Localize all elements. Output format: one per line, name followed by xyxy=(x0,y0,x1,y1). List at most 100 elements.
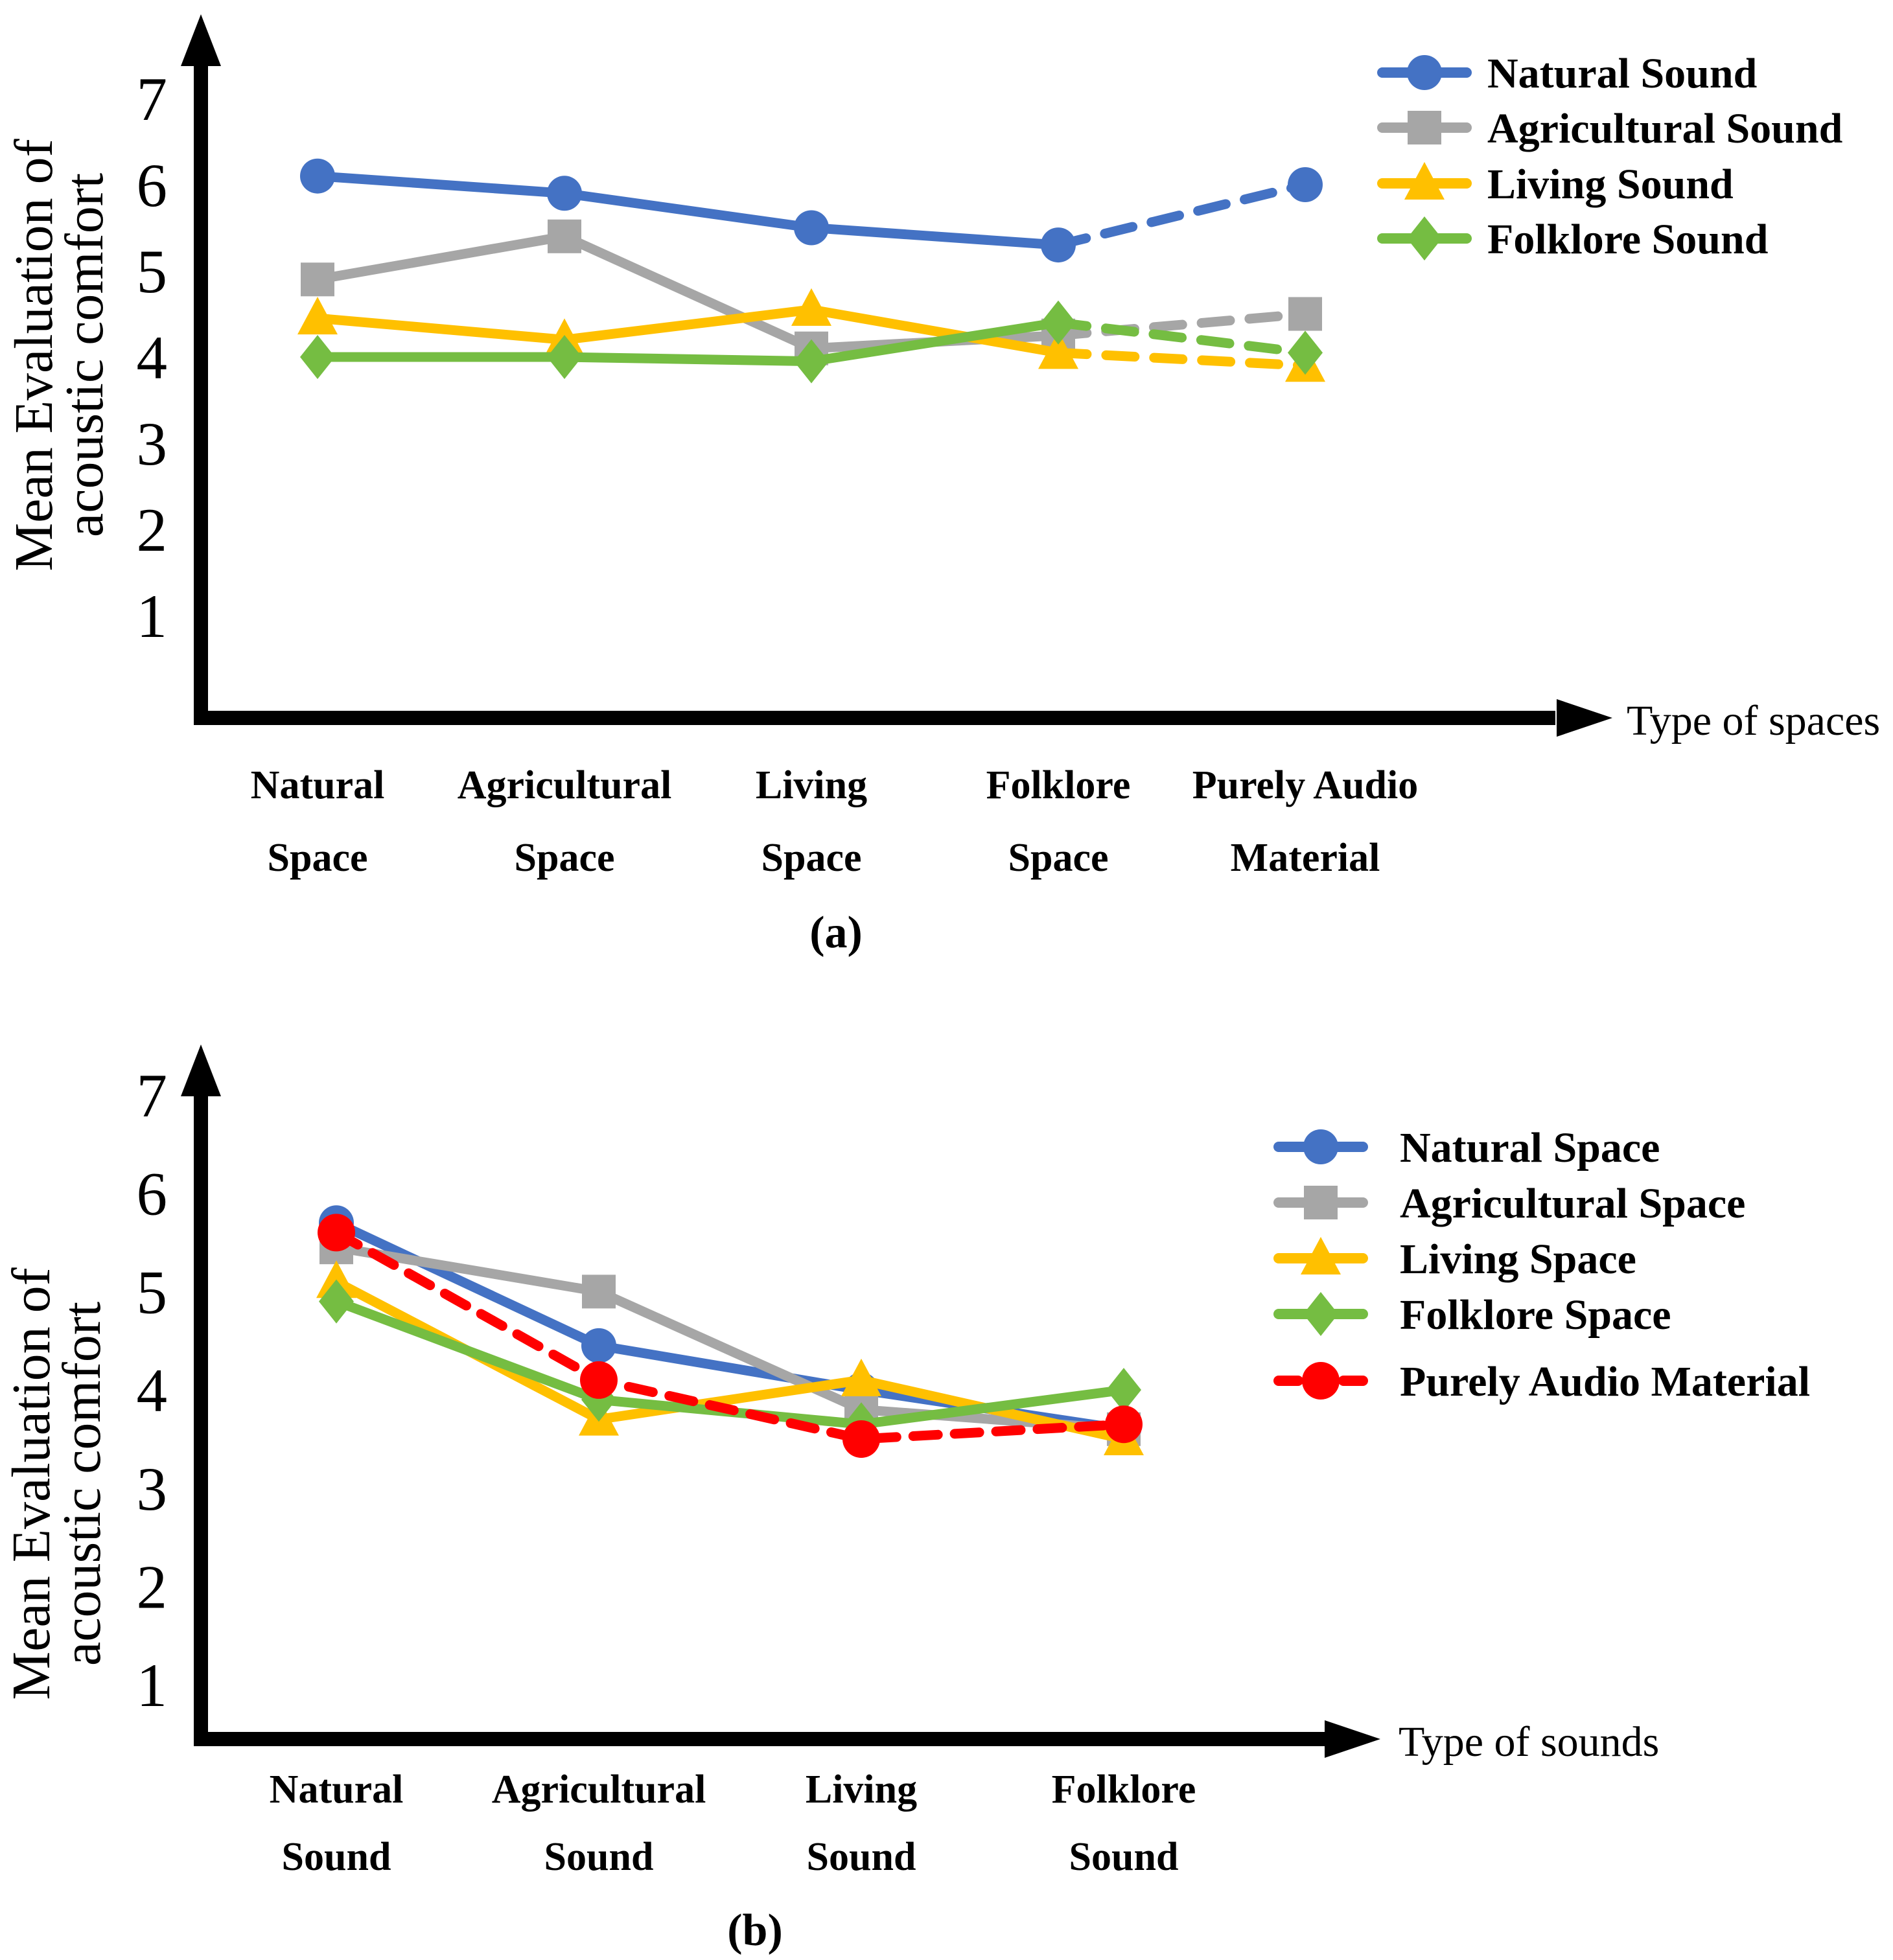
legend-label: Folklore Sound xyxy=(1487,216,1768,263)
natural-sound-marker xyxy=(1288,167,1323,202)
y-tick-labels: 1 2 3 4 5 6 7 xyxy=(137,65,168,651)
folklore-sound-marker xyxy=(794,339,829,384)
agricultural-sound-marker xyxy=(1288,297,1322,331)
x-axis-title: Type of sounds xyxy=(1399,1718,1659,1766)
legend-item-purely-audio-material: Purely Audio Material xyxy=(1273,1358,1810,1405)
x-category-label: Space xyxy=(761,836,862,880)
y-tick-label: 4 xyxy=(137,323,168,392)
living-sound-marker xyxy=(791,288,831,326)
y-axis-arrow xyxy=(181,1044,221,1096)
legend-label: Agricultural Space xyxy=(1400,1180,1745,1227)
legend-item-agricultural-space: Agricultural Space xyxy=(1273,1180,1745,1227)
legend-label: Living Sound xyxy=(1487,161,1734,208)
series-line-solid xyxy=(312,317,1063,367)
panel-caption: (a) xyxy=(809,908,863,958)
purely-audio-material-marker xyxy=(1105,1405,1143,1444)
x-category-label: Agricultural xyxy=(458,763,672,807)
x-axis-arrow xyxy=(1557,699,1612,737)
folklore-sound-marker xyxy=(300,335,335,379)
series-line-dashed xyxy=(1053,309,1310,341)
legend: Natural Space Agricultural Space Living Sp… xyxy=(1273,1124,1810,1405)
legend-item-folklore-space: Folklore Space xyxy=(1273,1291,1671,1339)
folklore-sound-marker xyxy=(1288,330,1323,375)
x-category-label: Sound xyxy=(1069,1835,1179,1879)
agricultural-sound-marker xyxy=(548,219,581,253)
natural-sound-marker xyxy=(794,210,829,246)
y-axis-arrow xyxy=(181,14,221,66)
y-tick-label: 3 xyxy=(137,409,168,478)
natural-sound-marker xyxy=(300,158,335,194)
y-axis-title-line1: Mean Evaluation of xyxy=(4,139,64,571)
x-category-label: Space xyxy=(1008,836,1109,880)
legend-item-natural-space: Natural Space xyxy=(1273,1124,1660,1171)
series-line-dashed xyxy=(1053,347,1310,371)
y-axis-title-line2: acoustic comfort xyxy=(54,173,115,537)
x-category-label: Material xyxy=(1231,836,1380,880)
y-tick-labels: 1 2 3 4 5 6 7 xyxy=(137,1061,168,1720)
x-axis-title: Type of spaces xyxy=(1627,697,1880,744)
natural-sound-marker xyxy=(1041,227,1076,263)
legend: Natural Sound Agricultural Sound Living So… xyxy=(1377,50,1842,263)
y-tick-label: 2 xyxy=(137,496,168,564)
legend-label: Natural Sound xyxy=(1487,50,1757,97)
x-category-label: Sound xyxy=(544,1835,654,1879)
axes xyxy=(181,1044,1380,1758)
y-tick-label: 7 xyxy=(137,65,168,133)
agricultural-space-marker xyxy=(582,1274,616,1309)
living-space-marker xyxy=(841,1358,881,1396)
x-axis-arrow xyxy=(1325,1720,1380,1758)
y-tick-label: 4 xyxy=(137,1356,168,1425)
y-tick-label: 2 xyxy=(137,1553,168,1622)
folklore-space-marker xyxy=(1106,1368,1141,1412)
legend-label: Living Space xyxy=(1400,1236,1636,1283)
legend-diamond-icon xyxy=(1407,216,1442,260)
legend-item-folklore-sound: Folklore Sound xyxy=(1377,216,1768,263)
y-axis-title-line2: acoustic comfort xyxy=(52,1302,112,1666)
legend-square-icon xyxy=(1408,111,1441,144)
y-tick-label: 5 xyxy=(137,1258,168,1326)
x-category-label: Folklore xyxy=(986,763,1131,807)
legend-label: Agricultural Sound xyxy=(1487,105,1842,152)
x-category-label: Sound xyxy=(282,1835,391,1879)
series-line-dashed xyxy=(1053,317,1310,358)
legend-diamond-icon xyxy=(1303,1292,1338,1336)
legend-label: Purely Audio Material xyxy=(1400,1358,1810,1405)
x-category-labels: Natural Sound Agricultural Sound Living Sound… xyxy=(270,1768,1196,1879)
x-category-label: Sound xyxy=(807,1835,916,1879)
x-category-label: Living xyxy=(756,763,867,807)
series-line-solid xyxy=(312,171,1063,250)
legend-circle-icon xyxy=(1303,1129,1338,1164)
series-line-solid xyxy=(331,1242,1129,1435)
purely-audio-material-marker xyxy=(842,1420,880,1458)
y-tick-label: 1 xyxy=(137,582,168,651)
y-tick-label: 1 xyxy=(137,1651,168,1720)
legend-triangle-icon xyxy=(1301,1237,1341,1274)
legend-item-living-sound: Living Sound xyxy=(1377,161,1734,208)
panel-caption: (b) xyxy=(727,1906,783,1955)
series-purely-audio-material xyxy=(318,1214,1143,1458)
x-category-label: Purely Audio xyxy=(1192,763,1419,807)
purely-audio-material-marker xyxy=(318,1214,355,1252)
axes xyxy=(181,14,1612,737)
folklore-sound-marker xyxy=(1041,300,1076,345)
legend-circle-icon xyxy=(1407,55,1442,90)
legend-circle-icon xyxy=(1302,1362,1340,1400)
x-category-label: Natural xyxy=(270,1768,404,1812)
x-category-label: Agricultural xyxy=(492,1768,706,1812)
series-line-dashed xyxy=(1053,179,1310,250)
folklore-space-marker xyxy=(319,1279,354,1324)
folklore-sound-marker xyxy=(547,335,582,379)
y-tick-label: 3 xyxy=(137,1455,168,1523)
series-natural-sound xyxy=(300,158,1323,263)
x-category-label: Space xyxy=(268,836,368,880)
legend-label: Folklore Space xyxy=(1400,1291,1671,1339)
legend-item-natural-sound: Natural Sound xyxy=(1377,50,1757,97)
natural-sound-marker xyxy=(547,176,582,211)
series-line-dashed xyxy=(331,1227,1129,1444)
x-category-labels: Natural Space Agricultural Space Living Space… xyxy=(251,763,1419,880)
legend-triangle-icon xyxy=(1404,162,1445,200)
living-sound-marker xyxy=(1038,331,1078,369)
legend-label: Natural Space xyxy=(1400,1124,1660,1171)
y-tick-label: 6 xyxy=(137,151,168,220)
